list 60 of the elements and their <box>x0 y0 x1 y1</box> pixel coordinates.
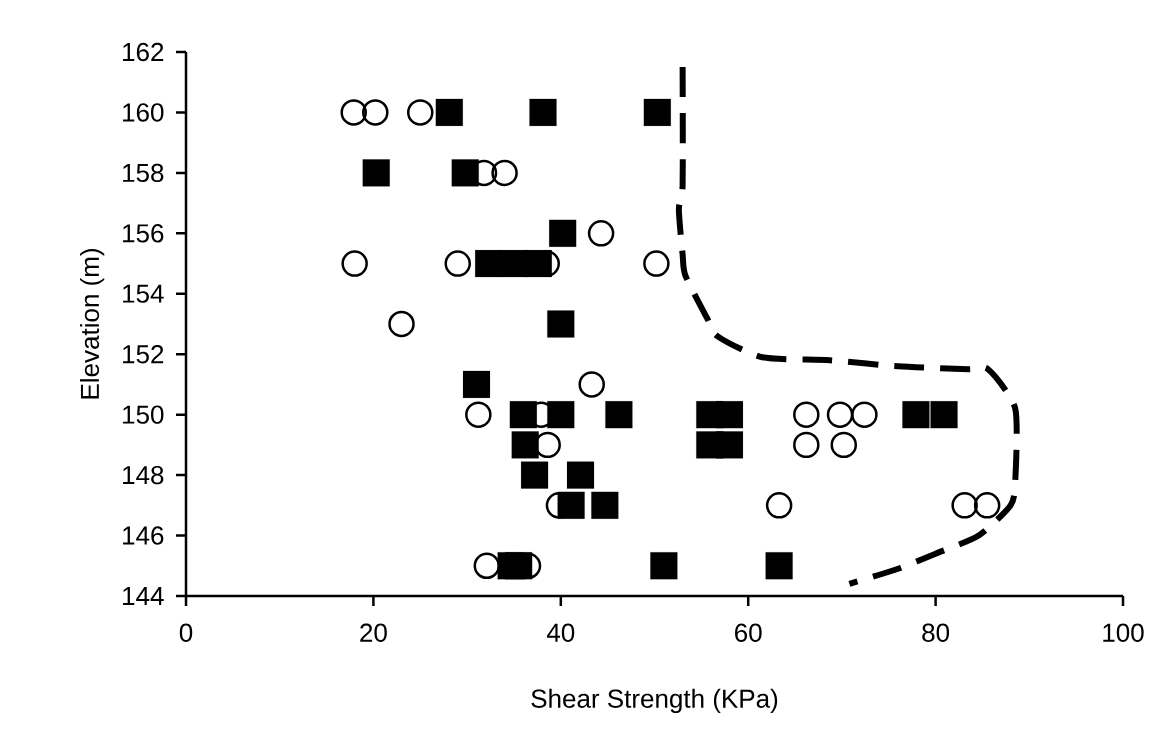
point <box>826 401 854 428</box>
point <box>511 431 539 459</box>
point <box>462 370 491 398</box>
point <box>529 98 557 126</box>
y-tick-label: 152 <box>123 345 164 364</box>
point <box>465 401 492 428</box>
point <box>587 220 615 247</box>
point <box>473 552 501 580</box>
point <box>715 431 744 459</box>
point <box>451 159 479 187</box>
point <box>362 159 390 187</box>
y-axis-title: Elevation (m) <box>80 249 105 399</box>
point <box>830 431 858 459</box>
point <box>851 401 878 428</box>
point <box>643 250 670 277</box>
point <box>340 99 367 126</box>
point <box>643 98 671 126</box>
point <box>475 249 503 278</box>
y-tick-label: 144 <box>123 587 164 605</box>
y-tick-label: 156 <box>123 224 164 243</box>
point <box>407 99 434 126</box>
x-tick-label: 80 <box>922 623 950 642</box>
point <box>930 401 958 429</box>
point <box>591 491 619 519</box>
y-tick-label: 148 <box>123 465 164 485</box>
point <box>341 250 368 277</box>
x-axis-title: Shear Strength (KPa) <box>531 688 778 714</box>
point <box>549 219 577 247</box>
y-tick-label: 146 <box>123 526 164 545</box>
point <box>765 552 793 580</box>
x-tick-label: 60 <box>735 623 762 642</box>
point <box>435 98 463 126</box>
point <box>973 492 1001 519</box>
point <box>951 492 978 519</box>
point <box>650 552 678 580</box>
x-tick-label: 0 <box>179 623 193 642</box>
x-tick-label: 40 <box>546 623 575 642</box>
y-tick-label: 158 <box>123 163 164 183</box>
point <box>793 401 820 428</box>
y-tick-label: 162 <box>123 42 164 62</box>
point <box>902 401 930 429</box>
point <box>547 401 575 429</box>
point <box>491 159 518 187</box>
point <box>388 310 415 338</box>
point <box>362 99 389 126</box>
point <box>509 401 537 429</box>
point <box>521 461 549 489</box>
point <box>444 250 471 277</box>
y-tick-label: 160 <box>123 103 164 122</box>
point <box>578 371 605 398</box>
y-tick-label: 154 <box>123 284 164 303</box>
point <box>566 461 595 489</box>
point <box>793 431 820 459</box>
x-tick-label: 20 <box>360 623 387 642</box>
point <box>765 492 793 519</box>
point <box>605 401 633 429</box>
point <box>547 310 575 338</box>
point <box>715 401 744 429</box>
y-tick-label: 150 <box>123 405 164 424</box>
x-tick-label: 100 <box>1103 623 1144 642</box>
